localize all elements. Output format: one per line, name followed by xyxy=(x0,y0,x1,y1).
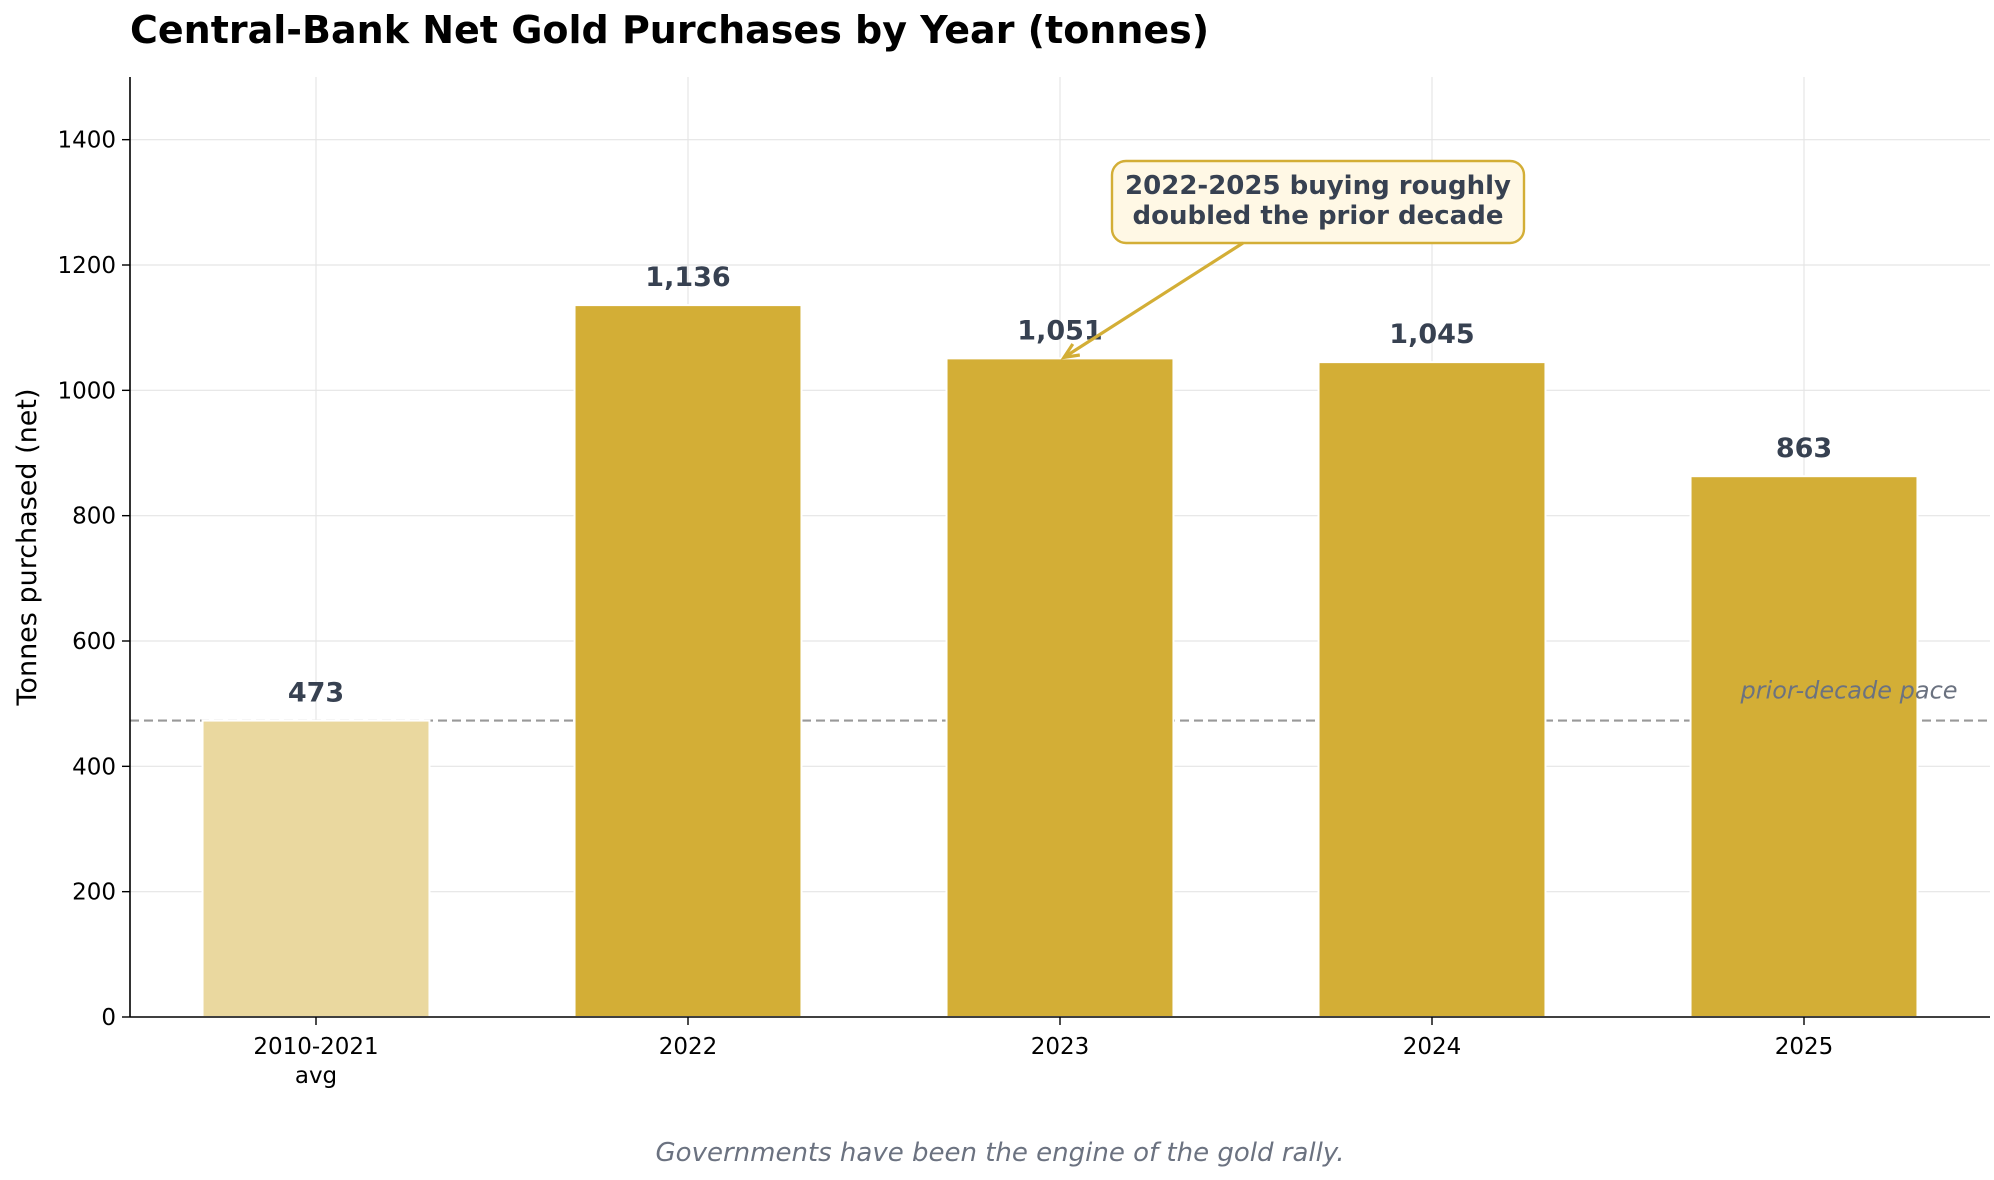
bar-value-label: 1,136 xyxy=(645,262,730,293)
bar xyxy=(201,719,431,1018)
bar xyxy=(1317,361,1547,1018)
bar xyxy=(573,304,803,1018)
x-tick-label: avg xyxy=(295,1063,337,1089)
y-tick-label: 1000 xyxy=(57,378,116,404)
y-tick-label: 1200 xyxy=(57,253,116,279)
bar xyxy=(945,357,1175,1018)
x-tick-label: 2023 xyxy=(1031,1034,1090,1060)
x-tick-label: 2022 xyxy=(659,1034,718,1060)
annotation-text-line: 2022-2025 buying roughly xyxy=(1125,171,1511,201)
annotation-box xyxy=(1110,159,1526,245)
x-tick-label: 2025 xyxy=(1775,1034,1834,1060)
annotation-text-line: doubled the prior decade xyxy=(1133,201,1504,231)
annotation-arrow xyxy=(1063,241,1244,359)
y-tick-label: 800 xyxy=(72,504,116,530)
y-tick-label: 1400 xyxy=(57,128,116,154)
y-tick-label: 400 xyxy=(72,754,116,780)
bar-value-label: 473 xyxy=(288,678,344,709)
x-tick-label: 2024 xyxy=(1403,1034,1462,1060)
y-ticks: 0 200 400 600 800 1000 1200 1400 xyxy=(57,128,130,1031)
y-axis-label: Tonnes purchased (net) xyxy=(12,389,43,707)
y-tick-label: 600 xyxy=(72,629,116,655)
y-tick-label: 0 xyxy=(101,1005,116,1031)
annotation-arrow-head xyxy=(1060,343,1081,360)
bar-value-label: 863 xyxy=(1776,433,1832,464)
x-ticks: 2010-2021 avg 2022 2023 2024 2025 xyxy=(253,1017,1833,1089)
chart-caption: Governments have been the engine of the … xyxy=(656,1138,1345,1168)
y-tick-label: 200 xyxy=(72,880,116,906)
annotation: 2022-2025 buying roughly doubled the pri… xyxy=(1060,159,1526,360)
bar xyxy=(1689,475,1919,1019)
bar-value-label: 1,045 xyxy=(1389,319,1474,350)
chart-title: Central-Bank Net Gold Purchases by Year … xyxy=(130,8,1209,52)
x-tick-label: 2010-2021 xyxy=(253,1034,378,1060)
reference-line-label: prior-decade pace xyxy=(1739,677,1957,705)
bars xyxy=(201,304,1919,1019)
